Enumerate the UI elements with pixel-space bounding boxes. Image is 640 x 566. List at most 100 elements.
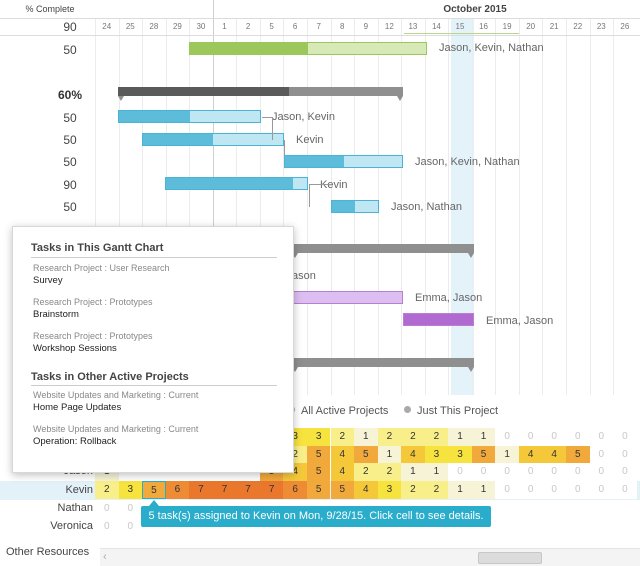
task-bar[interactable]: [165, 177, 308, 190]
summary-bar[interactable]: [118, 87, 403, 101]
heat-cell[interactable]: 1: [495, 446, 519, 464]
heat-cell[interactable]: 0: [589, 463, 614, 481]
heat-cell[interactable]: 4: [542, 446, 566, 464]
heat-cell[interactable]: 2: [354, 463, 378, 481]
heat-cell[interactable]: 2: [424, 428, 449, 446]
heat-cell[interactable]: 1: [448, 428, 472, 446]
heat-cell[interactable]: 7: [259, 481, 284, 499]
heat-cell[interactable]: 2: [377, 428, 402, 446]
heat-cell[interactable]: 2: [401, 481, 425, 499]
task-link[interactable]: Brainstorm: [33, 309, 79, 320]
heat-cell[interactable]: 0: [613, 428, 637, 446]
heat-cell[interactable]: 2: [330, 428, 354, 446]
heat-cell[interactable]: 6: [165, 481, 190, 499]
heat-cell[interactable]: 0: [589, 428, 614, 446]
task-link[interactable]: Survey: [33, 275, 63, 286]
task-bar[interactable]: [403, 313, 474, 326]
heat-cell[interactable]: 2: [377, 463, 402, 481]
heat-cell[interactable]: 0: [518, 428, 543, 446]
heat-cell[interactable]: 0: [518, 481, 543, 499]
heat-cell[interactable]: 0: [542, 463, 566, 481]
heat-cell[interactable]: 0: [613, 481, 637, 499]
heat-cell[interactable]: 5: [142, 481, 166, 499]
heat-cell[interactable]: 0: [495, 428, 519, 446]
heat-cell[interactable]: 0: [542, 481, 566, 499]
resource-name[interactable]: Kevin: [65, 484, 93, 496]
resource-name[interactable]: Nathan: [57, 502, 93, 514]
scrollbar-thumb[interactable]: [478, 552, 542, 564]
heat-cell[interactable]: 0: [613, 463, 637, 481]
heat-cell[interactable]: 0: [566, 463, 590, 481]
heat-cell[interactable]: 0: [448, 463, 472, 481]
task-project: Research Project : Prototypes: [33, 297, 153, 307]
task-link[interactable]: Workshop Sessions: [33, 343, 117, 354]
day-label: 24: [102, 22, 112, 31]
heat-cell[interactable]: 5: [471, 446, 496, 464]
heat-cell[interactable]: 4: [354, 481, 378, 499]
heat-cell[interactable]: 0: [95, 518, 119, 536]
heat-cell[interactable]: 0: [589, 481, 614, 499]
heat-cell[interactable]: 0: [542, 428, 566, 446]
summary-bar[interactable]: [292, 244, 474, 258]
heat-cell[interactable]: 1: [471, 428, 496, 446]
heat-cell[interactable]: 1: [448, 481, 472, 499]
heat-cell[interactable]: 6: [283, 481, 307, 499]
heat-cell[interactable]: 2: [95, 481, 119, 499]
legend-just-this-project[interactable]: Just This Project: [404, 405, 498, 417]
heat-cell[interactable]: 2: [401, 428, 425, 446]
heat-cell[interactable]: 1: [377, 446, 402, 464]
heat-cell[interactable]: 4: [330, 446, 354, 464]
heat-cell[interactable]: 0: [495, 481, 519, 499]
divider: [31, 257, 277, 258]
heat-cell[interactable]: 3: [424, 446, 449, 464]
heat-cell[interactable]: 0: [518, 463, 543, 481]
heat-cell[interactable]: 0: [95, 500, 119, 518]
heat-cell[interactable]: 1: [354, 428, 378, 446]
heat-cell[interactable]: 2: [424, 481, 449, 499]
heat-cell[interactable]: 4: [401, 446, 425, 464]
heat-cell[interactable]: 5: [306, 481, 331, 499]
heat-cell[interactable]: 7: [189, 481, 213, 499]
chevron-left-icon[interactable]: ‹: [103, 551, 107, 563]
heat-cell[interactable]: 7: [212, 481, 237, 499]
heat-cell[interactable]: 0: [566, 481, 590, 499]
heat-cell[interactable]: 4: [518, 446, 543, 464]
heat-cell[interactable]: 5: [306, 446, 331, 464]
heat-cell[interactable]: 0: [118, 518, 143, 536]
row-percent: 90: [63, 20, 77, 34]
radio-icon[interactable]: [404, 406, 411, 413]
task-bar[interactable]: [142, 133, 284, 146]
heat-cell[interactable]: 0: [589, 446, 614, 464]
heat-cell[interactable]: 4: [330, 463, 354, 481]
heat-cell[interactable]: 5: [354, 446, 378, 464]
heat-cell[interactable]: 3: [377, 481, 402, 499]
heat-cell[interactable]: 0: [495, 463, 519, 481]
task-bar[interactable]: [292, 291, 403, 304]
task-link[interactable]: Home Page Updates: [33, 402, 122, 413]
heat-cell[interactable]: 0: [566, 428, 590, 446]
heat-cell[interactable]: 5: [306, 463, 331, 481]
summary-bar[interactable]: [292, 358, 474, 372]
heat-cell[interactable]: 0: [613, 446, 637, 464]
heat-cell[interactable]: 1: [471, 481, 496, 499]
heat-cell[interactable]: 3: [448, 446, 472, 464]
other-resources-label[interactable]: Other Resources: [6, 546, 90, 558]
task-bar[interactable]: [189, 42, 427, 55]
heat-cell[interactable]: 5: [566, 446, 590, 464]
day-label: 21: [549, 22, 559, 31]
task-bar[interactable]: [118, 110, 261, 123]
horizontal-scrollbar[interactable]: ‹: [100, 548, 640, 566]
heat-cell[interactable]: 5: [330, 481, 354, 499]
heat-cell[interactable]: 7: [236, 481, 260, 499]
heat-cell[interactable]: 3: [118, 481, 143, 499]
heat-cell[interactable]: 1: [401, 463, 425, 481]
task-link[interactable]: Operation: Rollback: [33, 436, 117, 447]
heat-cell[interactable]: 3: [306, 428, 331, 446]
heat-cell[interactable]: 1: [424, 463, 449, 481]
legend-all-projects[interactable]: All Active Projects: [288, 405, 388, 417]
task-bar[interactable]: [331, 200, 379, 213]
resource-name[interactable]: Veronica: [50, 520, 93, 532]
heat-cell[interactable]: 0: [118, 500, 143, 518]
task-bar[interactable]: [284, 155, 403, 168]
heat-cell[interactable]: 0: [471, 463, 496, 481]
